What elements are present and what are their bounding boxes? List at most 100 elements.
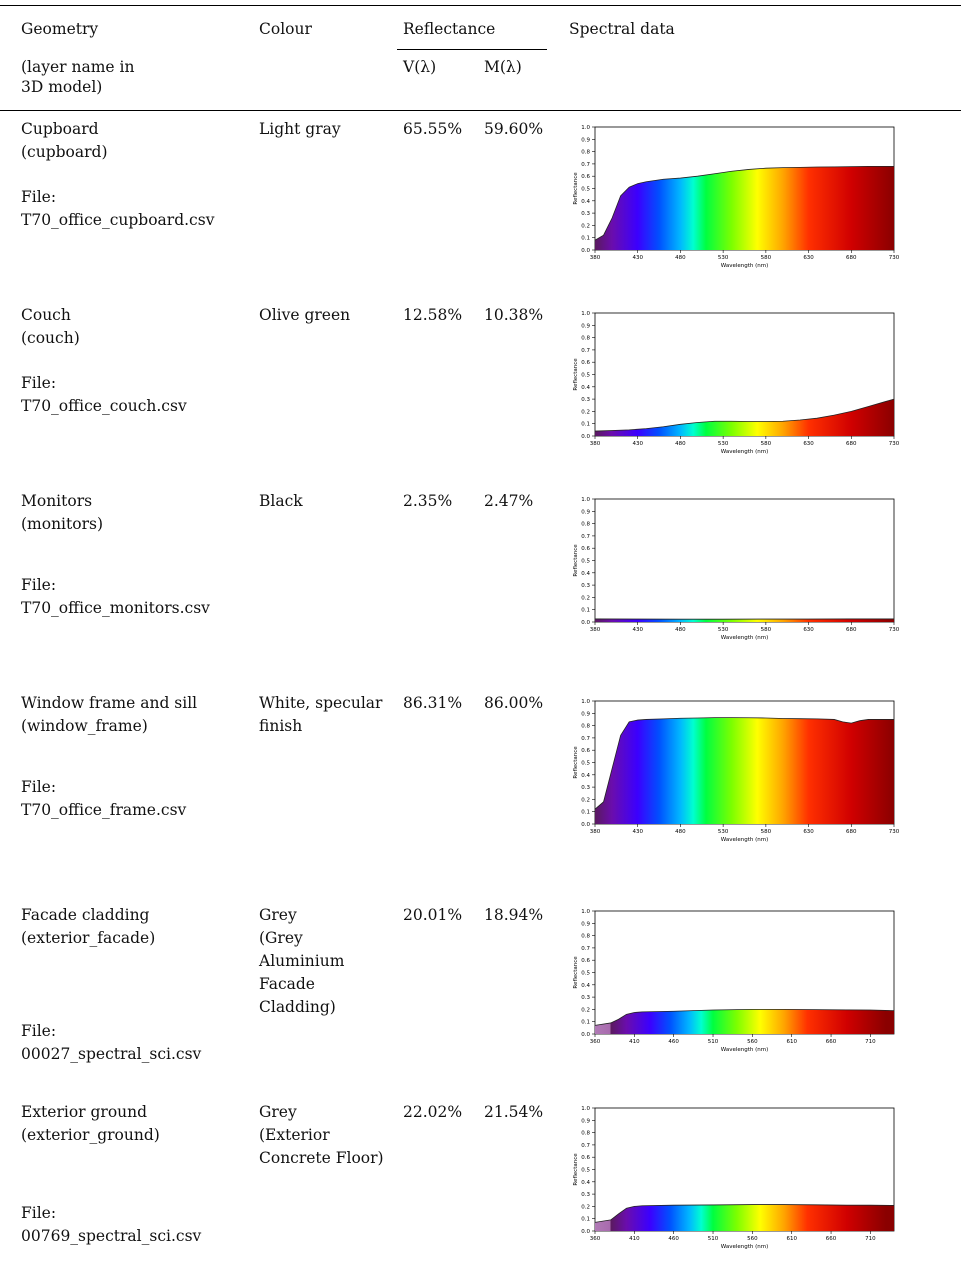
layer-name: (exterior_ground) — [21, 1126, 160, 1144]
y-tick-label: 0.5 — [581, 559, 590, 565]
m-lambda-value: 86.00% — [484, 694, 544, 712]
y-tick-label: 0.2 — [581, 223, 590, 229]
header-reflectance: Reflectance — [403, 20, 496, 38]
y-tick-label: 0.7 — [581, 534, 590, 540]
colour-line: White, specular — [259, 694, 383, 712]
reflectance-area — [595, 1009, 894, 1034]
m-lambda-value: 21.54% — [484, 1103, 544, 1121]
x-tick-label: 460 — [668, 1236, 679, 1242]
geometry-name: Exterior ground — [21, 1103, 148, 1121]
y-tick-label: 0.1 — [581, 422, 590, 428]
file-label: File: — [21, 576, 57, 594]
y-tick-label: 0.1 — [581, 810, 590, 816]
y-tick-label: 0.0 — [581, 822, 590, 828]
colour-line: Grey — [259, 906, 297, 924]
file-label: File: — [21, 778, 57, 796]
reflectance-line — [594, 717, 894, 810]
spectral-chart: 0.0 0.1 0.2 0.3 0.4 0.5 0.6 0.7 0.8 0.9 1.0 360 410 4… — [573, 1106, 895, 1250]
x-axis-label: Wavelength (nm) — [721, 449, 769, 455]
x-tick-label: 730 — [889, 627, 900, 633]
y-tick-label: 0.0 — [581, 434, 590, 440]
x-axis-label: Wavelength (nm) — [721, 263, 769, 269]
y-tick-label: 0.6 — [581, 174, 590, 180]
y-tick-label: 0.3 — [581, 785, 590, 791]
v-lambda-value: 22.02% — [403, 1103, 463, 1121]
m-lambda-value: 10.38% — [484, 306, 544, 324]
y-tick-label: 0.6 — [581, 748, 590, 754]
x-tick-label: 580 — [761, 255, 772, 261]
y-tick-label: 0.9 — [581, 1118, 590, 1124]
x-tick-label: 580 — [761, 441, 772, 447]
x-tick-label: 380 — [590, 829, 601, 835]
file-name: 00769_spectral_sci.csv — [21, 1227, 202, 1245]
x-tick-label: 610 — [786, 1039, 797, 1045]
x-tick-label: 610 — [786, 1236, 797, 1242]
x-tick-label: 360 — [590, 1039, 601, 1045]
file-name: T70_office_monitors.csv — [21, 599, 210, 617]
y-tick-label: 1.0 — [581, 311, 590, 317]
x-tick-label: 580 — [761, 627, 772, 633]
header-geometry: Geometry — [21, 20, 99, 38]
x-tick-label: 730 — [889, 829, 900, 835]
header-spectral-data: Spectral data — [569, 20, 675, 38]
reflectance-line — [594, 165, 894, 241]
x-tick-label: 630 — [803, 829, 814, 835]
y-tick-label: 0.6 — [581, 958, 590, 964]
y-tick-label: 0.9 — [581, 137, 590, 143]
x-tick-label: 560 — [747, 1236, 758, 1242]
y-tick-label: 0.4 — [581, 773, 590, 779]
y-tick-label: 0.8 — [581, 522, 590, 528]
y-tick-label: 0.5 — [581, 971, 590, 977]
x-tick-label: 380 — [590, 255, 601, 261]
y-tick-label: 0.1 — [581, 236, 590, 242]
header-colour: Colour — [259, 20, 312, 38]
y-tick-label: 0.9 — [581, 711, 590, 717]
x-tick-label: 430 — [632, 255, 643, 261]
file-name: T70_office_cupboard.csv — [21, 211, 215, 229]
file-label: File: — [21, 1204, 57, 1222]
x-tick-label: 360 — [590, 1236, 601, 1242]
geometry-name: Cupboard — [21, 120, 99, 138]
colour-line: Grey — [259, 1103, 297, 1121]
x-tick-label: 480 — [675, 255, 686, 261]
y-tick-label: 0.3 — [581, 583, 590, 589]
header-m-lambda: M(λ) — [484, 58, 522, 76]
v-lambda-value: 86.31% — [403, 694, 463, 712]
y-tick-label: 0.7 — [581, 946, 590, 952]
y-tick-label: 0.7 — [581, 348, 590, 354]
layer-name: (monitors) — [21, 515, 103, 533]
x-tick-label: 510 — [708, 1039, 719, 1045]
reflectance-area — [595, 166, 894, 250]
v-lambda-value: 2.35% — [403, 492, 453, 510]
y-tick-label: 0.0 — [581, 1032, 590, 1038]
x-tick-label: 560 — [747, 1039, 758, 1045]
x-tick-label: 380 — [590, 627, 601, 633]
reflectance-line — [594, 1204, 895, 1223]
file-name: T70_office_couch.csv — [21, 397, 187, 415]
spectral-chart: 0.0 0.1 0.2 0.3 0.4 0.5 0.6 0.7 0.8 0.9 1.0 380 430 4… — [573, 699, 900, 843]
x-tick-label: 730 — [889, 255, 900, 261]
x-tick-label: 530 — [718, 829, 729, 835]
y-tick-label: 0.8 — [581, 934, 590, 940]
m-lambda-value: 59.60% — [484, 120, 544, 138]
y-axis-label: Reflectance — [573, 746, 579, 779]
x-tick-label: 410 — [629, 1236, 640, 1242]
m-lambda-value: 2.47% — [484, 492, 534, 510]
y-tick-label: 1.0 — [581, 909, 590, 915]
y-tick-label: 0.3 — [581, 1192, 590, 1198]
y-axis-label: Reflectance — [573, 1153, 579, 1186]
x-tick-label: 510 — [708, 1236, 719, 1242]
colour-line: (Exterior — [259, 1126, 330, 1144]
colour-line: Facade — [259, 975, 315, 993]
y-tick-label: 0.5 — [581, 187, 590, 193]
y-tick-label: 0.6 — [581, 360, 590, 366]
geometry-name: Couch — [21, 306, 71, 324]
colour-line: Light gray — [259, 120, 341, 138]
y-tick-label: 0.0 — [581, 620, 590, 626]
y-tick-label: 0.2 — [581, 1204, 590, 1210]
x-tick-label: 380 — [590, 441, 601, 447]
y-tick-label: 0.3 — [581, 397, 590, 403]
x-tick-label: 730 — [889, 441, 900, 447]
x-tick-label: 680 — [846, 441, 857, 447]
y-tick-label: 0.8 — [581, 1131, 590, 1137]
